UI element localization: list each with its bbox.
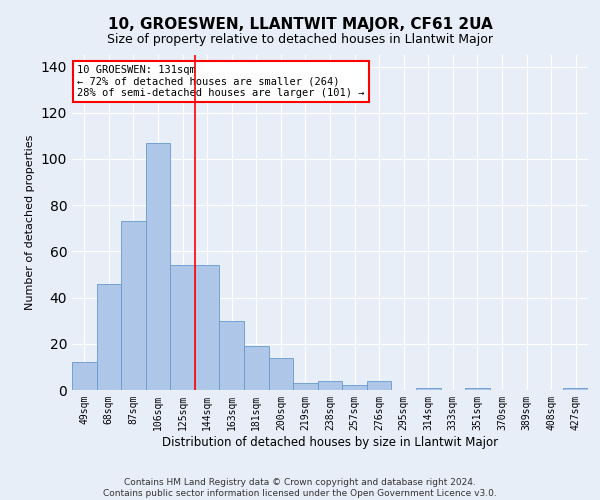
Bar bbox=[195, 265, 220, 390]
Bar bbox=[244, 346, 269, 390]
Text: Contains HM Land Registry data © Crown copyright and database right 2024.
Contai: Contains HM Land Registry data © Crown c… bbox=[103, 478, 497, 498]
Bar bbox=[318, 381, 342, 390]
Bar bbox=[121, 222, 146, 390]
Bar bbox=[367, 381, 391, 390]
Bar bbox=[269, 358, 293, 390]
Bar bbox=[293, 383, 318, 390]
Y-axis label: Number of detached properties: Number of detached properties bbox=[25, 135, 35, 310]
Text: 10, GROESWEN, LLANTWIT MAJOR, CF61 2UA: 10, GROESWEN, LLANTWIT MAJOR, CF61 2UA bbox=[107, 18, 493, 32]
Bar bbox=[465, 388, 490, 390]
Bar bbox=[146, 143, 170, 390]
Bar bbox=[72, 362, 97, 390]
Bar bbox=[220, 320, 244, 390]
Text: Size of property relative to detached houses in Llantwit Major: Size of property relative to detached ho… bbox=[107, 32, 493, 46]
Bar bbox=[97, 284, 121, 390]
X-axis label: Distribution of detached houses by size in Llantwit Major: Distribution of detached houses by size … bbox=[162, 436, 498, 448]
Bar bbox=[416, 388, 440, 390]
Bar bbox=[342, 386, 367, 390]
Text: 10 GROESWEN: 131sqm
← 72% of detached houses are smaller (264)
28% of semi-detac: 10 GROESWEN: 131sqm ← 72% of detached ho… bbox=[77, 65, 365, 98]
Bar bbox=[563, 388, 588, 390]
Bar bbox=[170, 265, 195, 390]
